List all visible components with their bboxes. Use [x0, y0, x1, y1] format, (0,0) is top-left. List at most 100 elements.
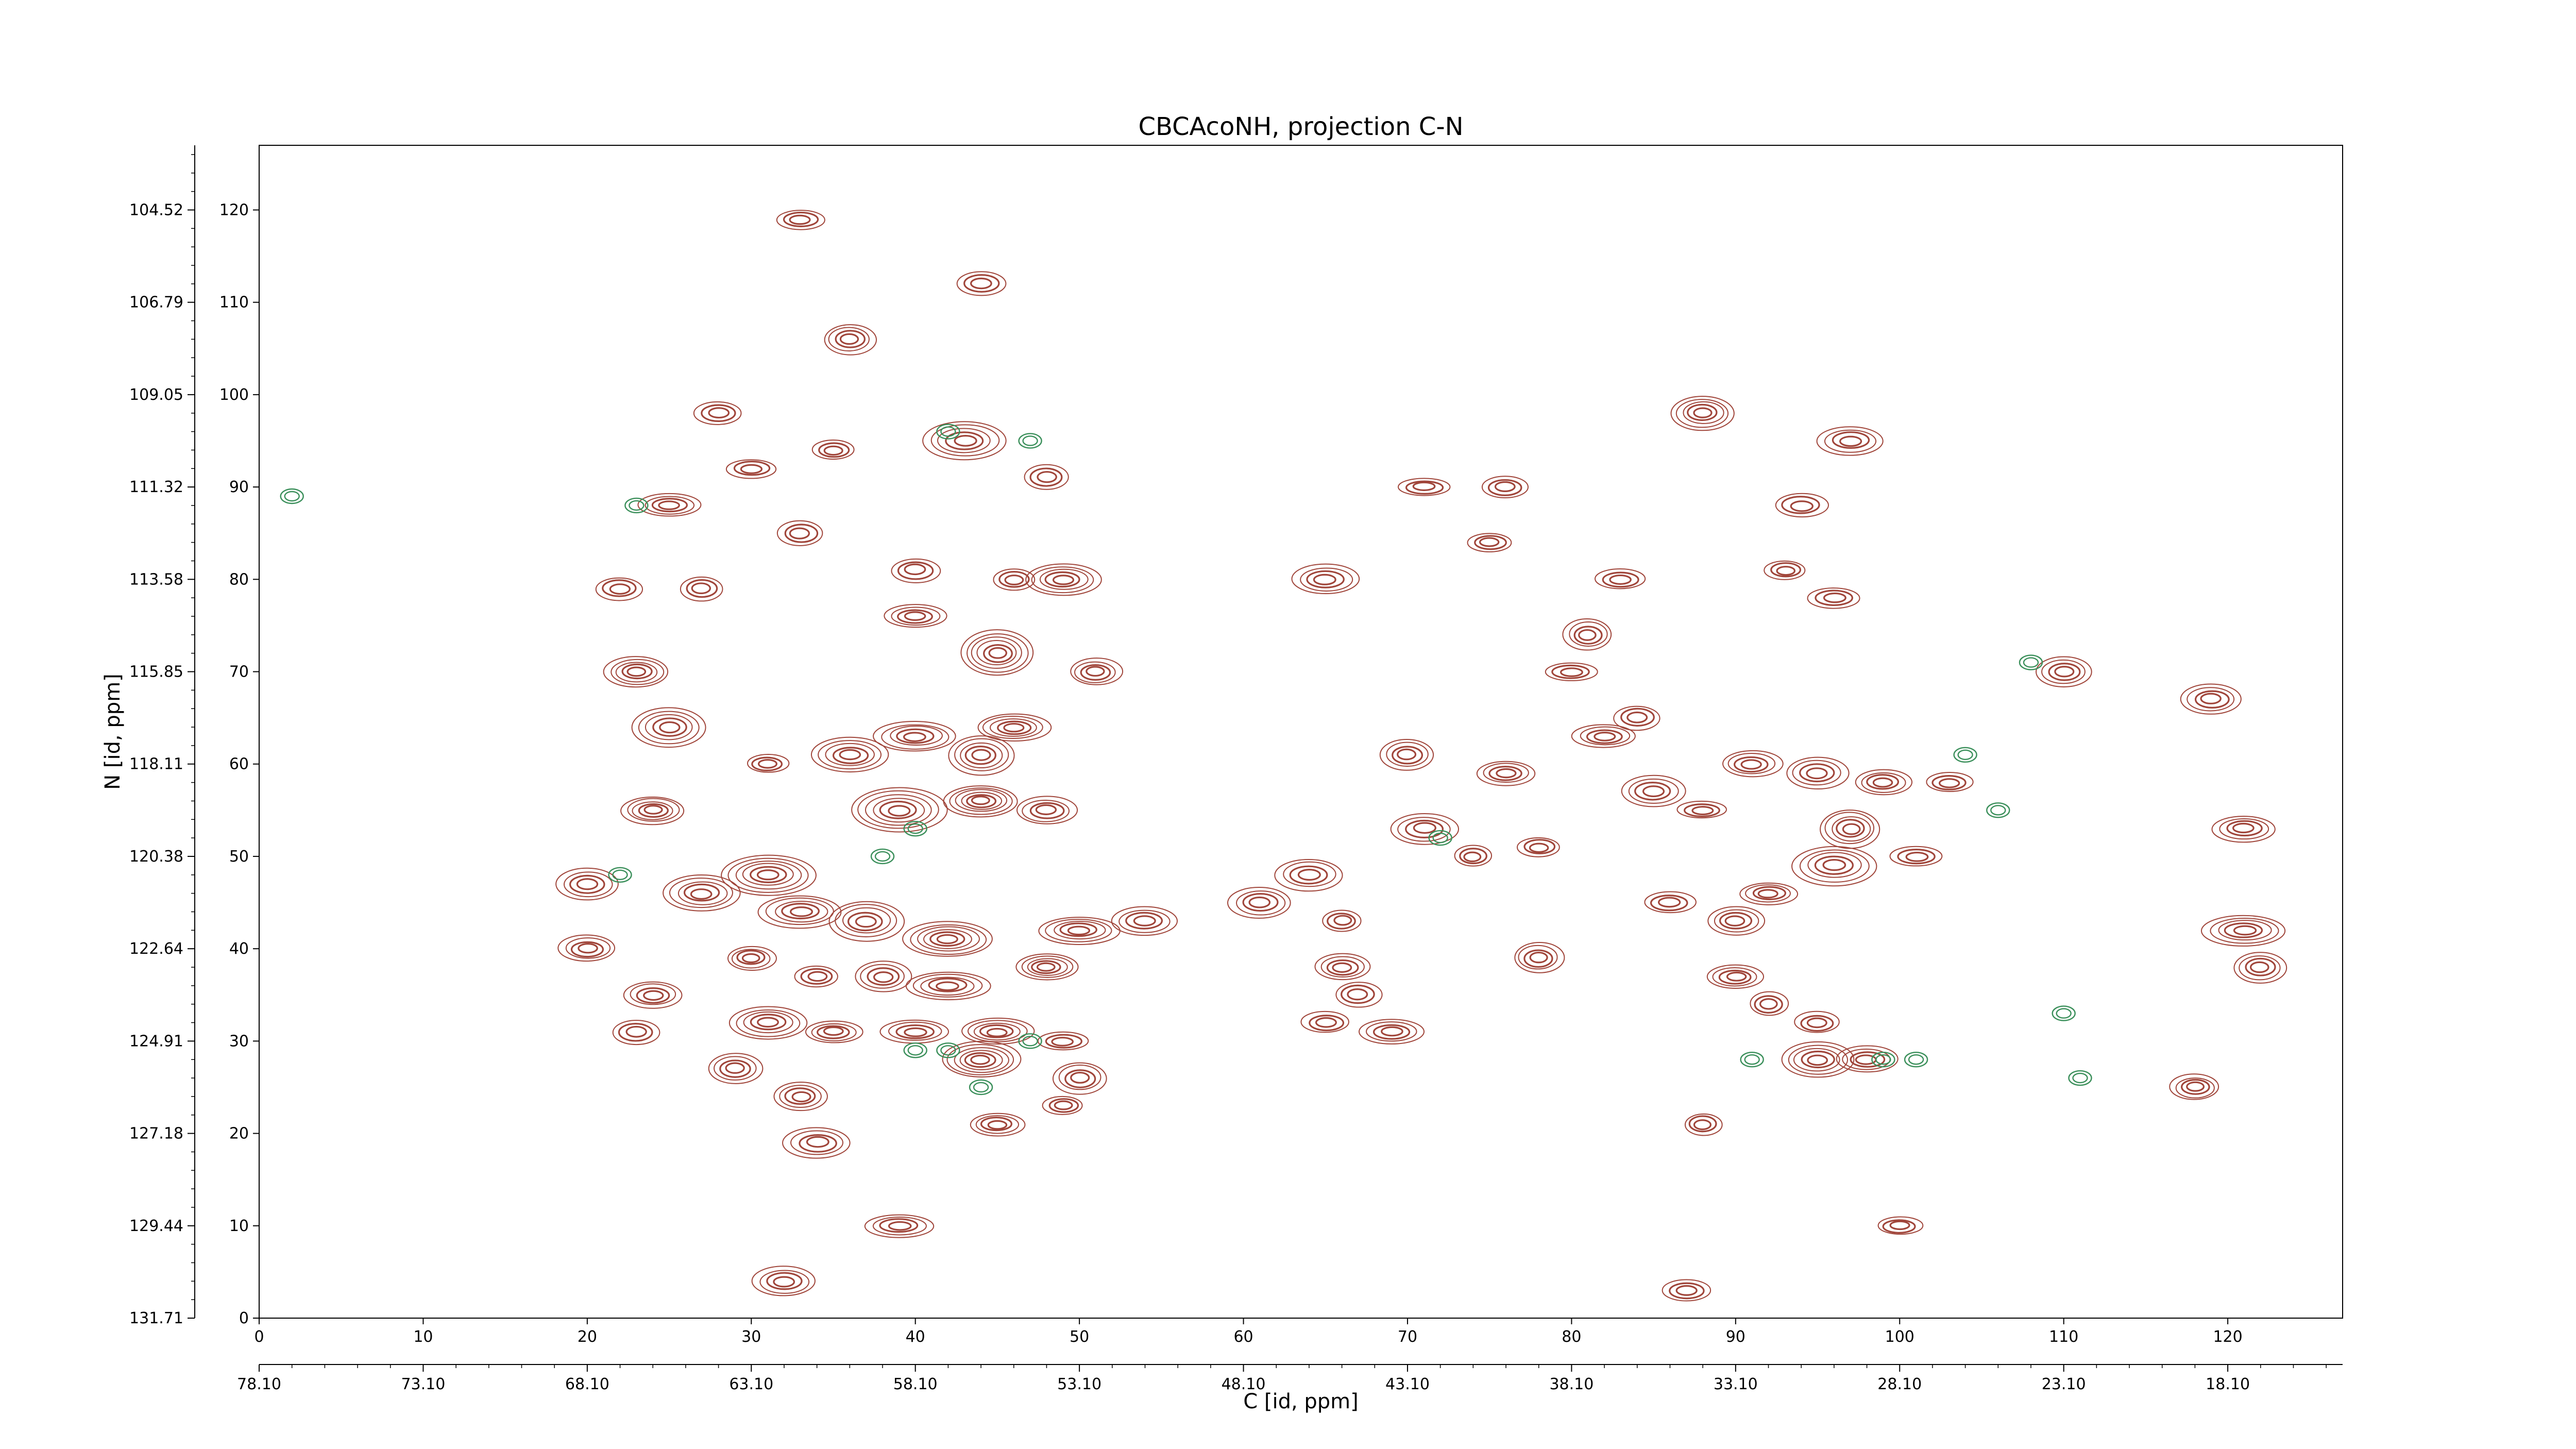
- positive-contour-32-3: [775, 901, 828, 923]
- y-ppm-tick-label-8: 113.58: [129, 570, 183, 588]
- positive-contour-33-1: [855, 915, 877, 928]
- positive-contour-32-4: [765, 897, 834, 925]
- negative-contour-2-2: [903, 1042, 927, 1058]
- y-index-tick-label-8: 80: [229, 570, 249, 588]
- positive-contour-50-6: [942, 1040, 1022, 1077]
- y-ppm-tick-label-1: 129.44: [129, 1217, 183, 1235]
- positive-contour-38-3: [731, 949, 771, 969]
- positive-contour-33-3: [842, 907, 891, 934]
- x-index-tick-label-9: 90: [1726, 1328, 1745, 1346]
- positive-contour-6-1: [1037, 471, 1057, 483]
- positive-contour-41-3: [860, 964, 905, 989]
- x-index-tick-label-5: 50: [1070, 1328, 1089, 1346]
- positive-contour-17-1: [988, 647, 1007, 659]
- positive-contour-99-3: [1877, 1216, 1924, 1235]
- positive-contour-82-1: [1693, 407, 1713, 418]
- positive-contour-80-3: [1714, 909, 1759, 933]
- positive-contour-55-1: [987, 1120, 1008, 1130]
- positive-contour-31-6: [721, 854, 817, 896]
- positive-contour-34-4: [917, 926, 980, 952]
- positive-contour-93-2: [1754, 995, 1783, 1014]
- positive-contour-60-1: [1297, 869, 1321, 881]
- positive-contour-76-3: [1628, 778, 1679, 804]
- positive-contour-71-1: [1529, 843, 1549, 853]
- positive-contour-44-5: [728, 1006, 808, 1040]
- positive-contour-57-4: [864, 1214, 935, 1238]
- positive-contour-45-2: [817, 1025, 850, 1039]
- positive-contour-107-3: [1764, 560, 1806, 580]
- positive-contour-22-3: [890, 726, 943, 746]
- positive-contour-60-2: [1289, 865, 1328, 885]
- positive-contour-68-2: [1459, 848, 1487, 865]
- negative-contour-4-1: [1022, 1036, 1038, 1047]
- positive-contour-101-1: [2200, 693, 2222, 704]
- positive-contour-26-4: [865, 794, 932, 826]
- positive-contour-59-4: [1291, 563, 1360, 594]
- x-ppm-tick-label-2: 68.10: [565, 1375, 609, 1393]
- negative-contour-16-2: [1953, 747, 1977, 763]
- positive-contour-52-3: [1058, 1064, 1101, 1090]
- positive-contour-13-2: [897, 561, 934, 580]
- positive-contour-91-1: [1905, 851, 1929, 862]
- positive-contour-65-3: [1366, 1021, 1417, 1042]
- positive-contour-6-2: [1029, 467, 1063, 487]
- positive-contour-43-3: [1027, 958, 1068, 976]
- positive-contour-89-1: [1822, 858, 1846, 871]
- positive-contour-64-1: [1347, 988, 1368, 1001]
- positive-contour-83-1: [1790, 500, 1814, 512]
- positive-contour-21-2: [832, 747, 869, 764]
- positive-contour-48-1: [625, 1025, 647, 1038]
- positive-contour-111-2: [1474, 535, 1507, 550]
- positive-contour-30-3: [677, 881, 728, 905]
- positive-contour-33-4: [835, 904, 897, 937]
- positive-contour-73-2: [1573, 626, 1603, 645]
- positive-contour-70-3: [1483, 763, 1529, 783]
- positive-contour-3-2: [945, 431, 984, 450]
- positive-contour-20-2: [751, 756, 783, 771]
- positive-contour-16-3: [615, 662, 658, 683]
- negative-contour-12-2: [2068, 1070, 2092, 1086]
- positive-contour-83-3: [1775, 493, 1829, 518]
- y-index-tick-label-5: 50: [229, 848, 249, 866]
- positive-contour-55-4: [970, 1113, 1026, 1137]
- positive-contour-50-1: [970, 1054, 990, 1065]
- positive-contour-87-2: [1866, 774, 1900, 790]
- positive-contour-66-3: [1300, 1010, 1349, 1033]
- positive-contour-72-2: [1487, 479, 1522, 496]
- positive-contour-41-2: [867, 967, 900, 986]
- x-index-ticks: 0 10 20 30 40 50 60 70 80 90 100 110 120: [254, 1318, 2243, 1346]
- positive-contour-60-3: [1283, 861, 1336, 887]
- positive-contour-29-3: [563, 871, 613, 898]
- positive-contour-58-1: [773, 1276, 795, 1288]
- positive-contour-19-2: [652, 717, 687, 737]
- positive-contour-104-3: [2239, 955, 2281, 981]
- positive-contour-89-2: [1814, 855, 1854, 875]
- positive-contour-65-4: [1359, 1019, 1425, 1044]
- positive-contour-32-5: [757, 895, 842, 929]
- positive-contour-86-2: [1799, 763, 1835, 783]
- positive-contour-16-2: [621, 663, 653, 680]
- positive-contour-92-1: [1726, 971, 1747, 982]
- positive-contour-102-5: [2200, 915, 2286, 947]
- x-index-tick-label-8: 80: [1562, 1328, 1581, 1346]
- positive-contour-47-3: [973, 1022, 1021, 1041]
- positive-contour-27-3: [961, 791, 1003, 810]
- positive-contour-92-2: [1718, 969, 1752, 985]
- positive-contour-85-2: [1734, 756, 1769, 773]
- positive-contour-45-3: [811, 1023, 857, 1041]
- positive-contour-24-2: [997, 720, 1032, 735]
- positive-contour-53-1: [1054, 1100, 1073, 1110]
- positive-contour-36-3: [1118, 909, 1171, 933]
- positive-contour-19-4: [638, 711, 700, 745]
- positive-contour-32-1: [790, 906, 813, 917]
- positive-contour-10-4: [1031, 566, 1094, 594]
- positive-contour-88-4: [1824, 812, 1875, 845]
- positive-contour-45-1: [823, 1026, 844, 1036]
- positive-contour-8-2: [701, 404, 736, 422]
- positive-contour-57-1: [888, 1221, 912, 1231]
- positive-contour-72-3: [1481, 476, 1529, 499]
- positive-contour-96-2: [1850, 1051, 1886, 1068]
- positive-contour-23-4: [954, 738, 1009, 771]
- positive-contour-11-3: [595, 577, 643, 601]
- y-index-tick-label-4: 40: [229, 940, 249, 958]
